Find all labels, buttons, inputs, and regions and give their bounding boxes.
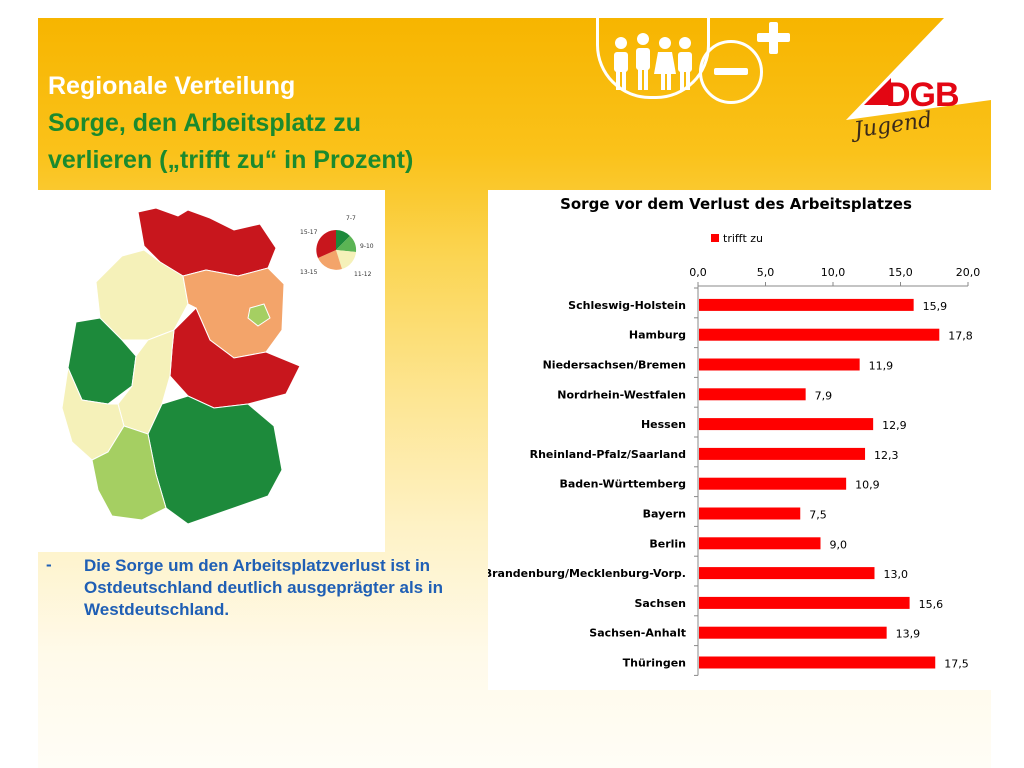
bar	[699, 656, 936, 669]
category-label: Nordrhein-Westfalen	[557, 388, 686, 401]
bar	[699, 388, 806, 401]
map-legend-label-2: 7-7	[346, 215, 356, 222]
chart-title: Sorge vor dem Verlust des Arbeitsplatzes	[560, 195, 912, 213]
bar	[699, 537, 821, 550]
plus-icon	[757, 22, 790, 54]
bar	[699, 447, 866, 460]
bullet-text: Die Sorge um den Arbeitsplatzverlust ist…	[84, 556, 443, 619]
map-legend-label-4: 11-12	[354, 271, 372, 278]
title-line-3: verlieren („trifft zu“ in Prozent)	[48, 146, 414, 174]
data-label: 10,9	[855, 479, 880, 492]
data-label: 15,6	[919, 598, 944, 611]
germany-map: 15-17 7-7 9-10 11-12 13-15	[38, 190, 385, 552]
x-tick-label: 5,0	[757, 266, 775, 279]
category-label: Bayern	[643, 508, 686, 521]
chart-panel: Sorge vor dem Verlust des Arbeitsplatzes…	[488, 190, 991, 690]
category-label: Hessen	[641, 418, 686, 431]
minus-icon	[699, 40, 763, 104]
data-label: 17,5	[944, 658, 969, 671]
bar	[699, 626, 887, 639]
data-label: 11,9	[869, 360, 894, 373]
data-label: 15,9	[923, 300, 948, 313]
x-tick-label: 10,0	[821, 266, 846, 279]
data-label: 7,9	[815, 389, 833, 402]
bar	[699, 596, 910, 609]
dgb-brand-text: DGB	[886, 76, 960, 114]
bar	[699, 477, 847, 490]
category-label: Hamburg	[629, 329, 686, 342]
data-label: 12,3	[874, 449, 899, 462]
data-label: 13,9	[896, 628, 921, 641]
category-label: Thüringen	[623, 657, 686, 670]
x-tick-label: 15,0	[888, 266, 913, 279]
bar	[699, 358, 860, 371]
slide-title: Regionale Verteilung Sorge, den Arbeitsp…	[48, 68, 413, 179]
bullet-marker: -	[46, 555, 52, 574]
map-legend-label-1: 15-17	[300, 229, 318, 236]
category-label: Rheinland-Pfalz/Saarland	[530, 448, 686, 461]
category-label: Berlin	[649, 537, 686, 550]
bar-chart: Sorge vor dem Verlust des Arbeitsplatzes…	[488, 195, 981, 676]
x-tick-label: 0,0	[689, 266, 707, 279]
data-label: 17,8	[948, 330, 973, 343]
category-label: Niedersachsen/Bremen	[543, 359, 686, 372]
dgb-jugend-logo: DGB Jugend	[846, 18, 991, 158]
data-label: 13,0	[884, 568, 909, 581]
category-label: Schleswig-Holstein	[568, 299, 686, 312]
germany-map-graphic: 15-17 7-7 9-10 11-12 13-15	[61, 207, 374, 525]
map-legend-label-3: 9-10	[360, 243, 374, 250]
bar	[699, 507, 801, 520]
bar	[699, 418, 874, 431]
data-label: 12,9	[882, 419, 907, 432]
category-label: Sachsen	[634, 597, 686, 610]
legend-label: trifft zu	[723, 232, 763, 245]
legend-swatch	[711, 234, 719, 242]
bar	[699, 567, 875, 580]
people-icon	[614, 33, 692, 90]
map-legend-label-5: 13-15	[300, 269, 318, 276]
data-label: 7,5	[809, 509, 827, 522]
category-label: Sachsen-Anhalt	[589, 627, 686, 640]
category-label: Brandenburg/Mecklenburg-Vorp.	[488, 567, 686, 580]
bar	[699, 298, 914, 311]
title-line-1: Regionale Verteilung	[48, 72, 296, 100]
category-label: Baden-Württemberg	[559, 478, 686, 491]
bar	[699, 328, 940, 341]
data-label: 9,0	[830, 538, 848, 551]
title-line-2: Sorge, den Arbeitsplatz zu	[48, 109, 362, 137]
x-tick-label: 20,0	[956, 266, 981, 279]
